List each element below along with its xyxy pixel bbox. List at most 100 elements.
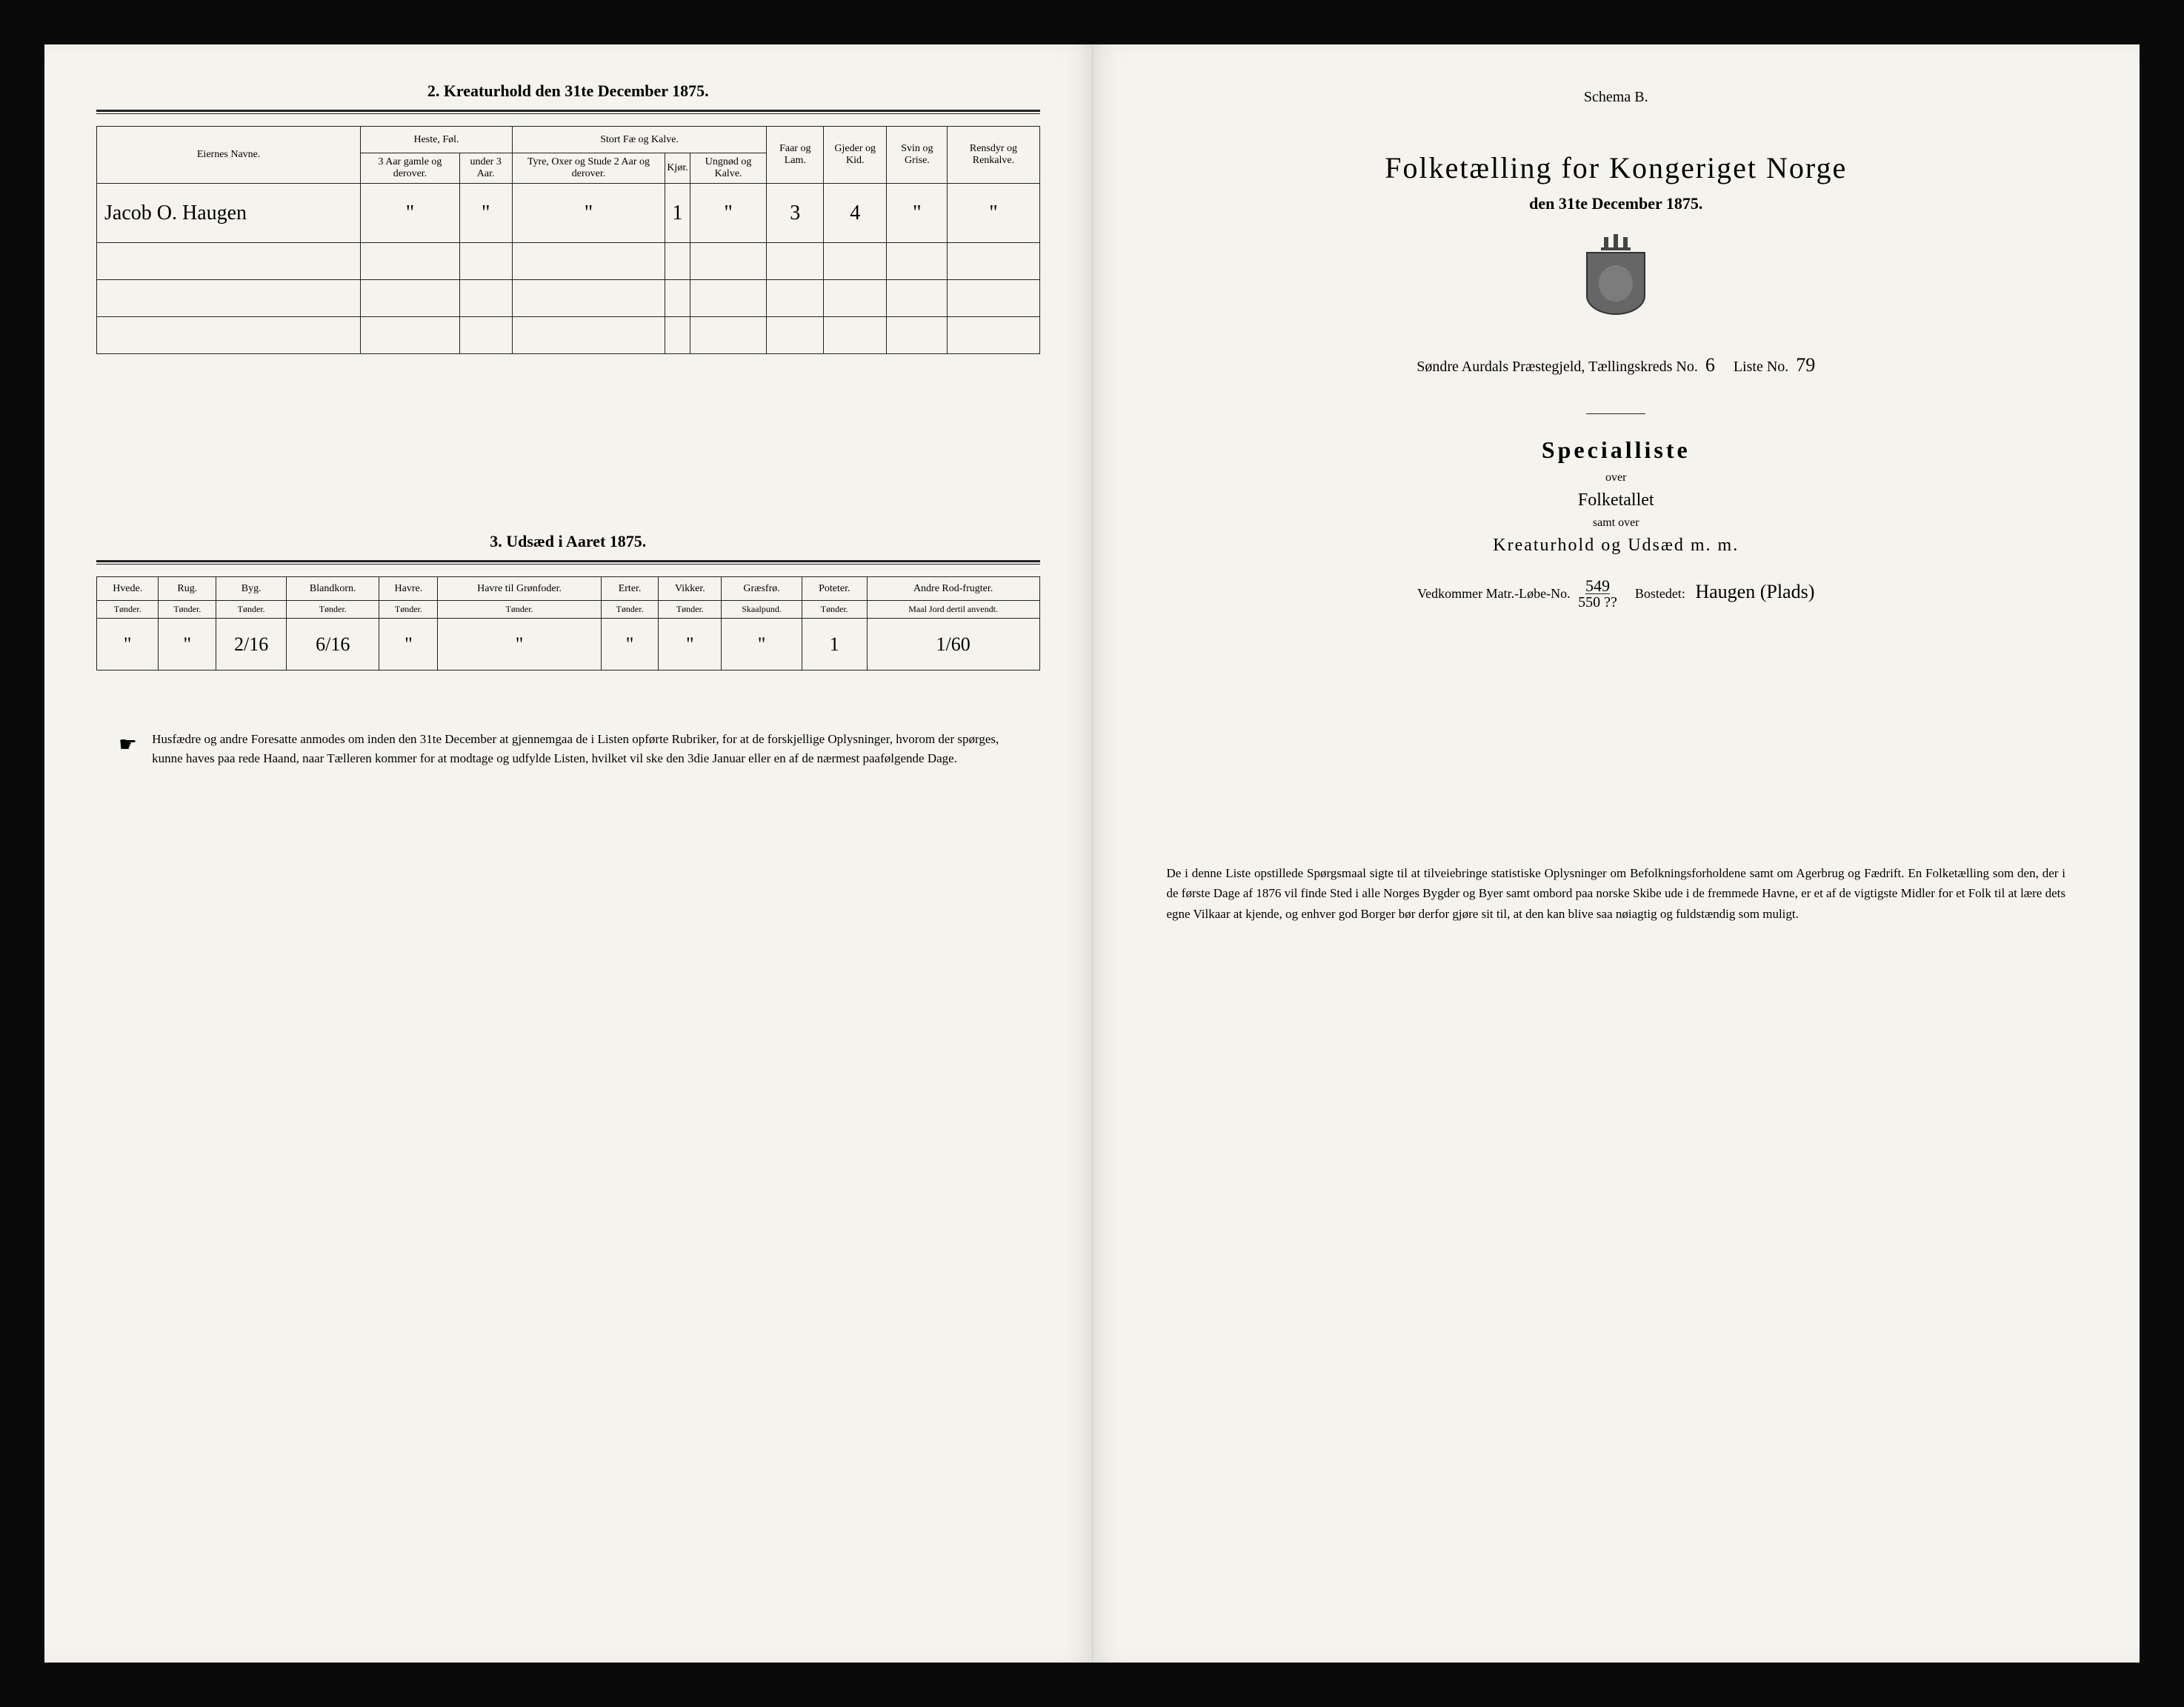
cell: " <box>438 619 601 671</box>
bosted-value: Haugen (Plads) <box>1695 581 1814 602</box>
cell: " <box>690 184 767 243</box>
footer-note: ☛ Husfædre og andre Foresatte anmodes om… <box>96 730 1040 768</box>
kreds-no: 6 <box>1705 354 1715 376</box>
rule <box>96 110 1040 114</box>
col-pigs: Svin og Grise. <box>887 127 948 184</box>
col-cattle-cows: Kjør. <box>665 153 690 184</box>
col-mixed: Blandkorn. <box>287 577 379 601</box>
cell: " <box>159 619 216 671</box>
col-cattle-bulls: Tyre, Oxer og Stude 2 Aar og derover. <box>512 153 665 184</box>
col-oats: Havre. <box>379 577 438 601</box>
col-potato: Poteter. <box>802 577 867 601</box>
cell: " <box>601 619 659 671</box>
col-other: Andre Rod-frugter. <box>867 577 1039 601</box>
unit: Skaalpund. <box>722 601 802 619</box>
rule <box>1586 413 1645 414</box>
left-page: 2. Kreaturhold den 31te December 1875. E… <box>44 44 1093 1663</box>
col-wheat: Hvede. <box>97 577 159 601</box>
col-goats: Gjeder og Kid. <box>824 127 887 184</box>
unit: Tønder. <box>438 601 601 619</box>
shield-icon <box>1586 252 1645 315</box>
col-sheep: Faar og Lam. <box>767 127 824 184</box>
special-title: Specialliste <box>1145 436 2088 464</box>
spacer <box>96 384 1040 532</box>
cell: " <box>512 184 665 243</box>
unit: Tønder. <box>601 601 659 619</box>
unit: Tønder. <box>659 601 722 619</box>
unit: Tønder. <box>216 601 287 619</box>
liste-label: Liste No. <box>1734 359 1788 375</box>
unit: Tønder. <box>159 601 216 619</box>
seed-table: Hvede. Rug. Byg. Blandkorn. Havre. Havre… <box>96 576 1040 671</box>
cell: " <box>948 184 1039 243</box>
kreatur-line: Kreaturhold og Udsæd m. m. <box>1145 536 2088 556</box>
cell: 1 <box>665 184 690 243</box>
unit: Tønder. <box>287 601 379 619</box>
col-cattle-group: Stort Fæ og Kalve. <box>512 127 767 153</box>
section3-title: 3. Udsæd i Aaret 1875. <box>96 532 1040 551</box>
footer-text: Husfædre og andre Foresatte anmodes om i… <box>152 730 1017 768</box>
sub-title: den 31te December 1875. <box>1145 194 2088 213</box>
cell: " <box>459 184 512 243</box>
scan-frame: 2. Kreaturhold den 31te December 1875. E… <box>0 0 2184 1707</box>
crown-icon <box>1601 236 1631 250</box>
col-grass: Græsfrø. <box>722 577 802 601</box>
unit: Tønder. <box>379 601 438 619</box>
liste-no: 79 <box>1796 354 1815 376</box>
table-row: Jacob O. Haugen " " " 1 " 3 4 " " <box>97 184 1040 243</box>
cell: 1 <box>802 619 867 671</box>
col-horse-old: 3 Aar gamle og derover. <box>361 153 459 184</box>
main-title: Folketælling for Kongeriget Norge <box>1145 150 2088 185</box>
table-header-row: Hvede. Rug. Byg. Blandkorn. Havre. Havre… <box>97 577 1040 601</box>
cell: " <box>361 184 459 243</box>
table-row <box>97 243 1040 280</box>
table-unit-row: Tønder. Tønder. Tønder. Tønder. Tønder. … <box>97 601 1040 619</box>
cell: " <box>722 619 802 671</box>
section2-title: 2. Kreaturhold den 31te December 1875. <box>96 81 1040 101</box>
unit: Maal Jord dertil anvendt. <box>867 601 1039 619</box>
cell: 6/16 <box>287 619 379 671</box>
table-row <box>97 280 1040 317</box>
unit: Tønder. <box>97 601 159 619</box>
cell: 3 <box>767 184 824 243</box>
table-row <box>97 317 1040 354</box>
cell: " <box>379 619 438 671</box>
cell-owner: Jacob O. Haugen <box>97 184 361 243</box>
matr-bottom: 550 ?? <box>1578 594 1617 610</box>
col-rye: Rug. <box>159 577 216 601</box>
col-barley: Byg. <box>216 577 287 601</box>
unit: Tønder. <box>802 601 867 619</box>
table-row: " " 2/16 6/16 " " " " " 1 1/60 <box>97 619 1040 671</box>
folketallet-label: Folketallet <box>1145 490 2088 510</box>
col-reindeer: Rensdyr og Renkalve. <box>948 127 1039 184</box>
coat-of-arms-icon <box>1582 236 1649 317</box>
cell: 4 <box>824 184 887 243</box>
pointing-hand-icon: ☛ <box>119 730 137 768</box>
book-spread: 2. Kreaturhold den 31te December 1875. E… <box>44 44 2140 1663</box>
region-line: Søndre Aurdals Præstegjeld, Tællingskred… <box>1145 354 2088 376</box>
col-horse-young: under 3 Aar. <box>459 153 512 184</box>
samt-over-label: samt over <box>1145 516 2088 530</box>
livestock-table: Eiernes Navne. Heste, Føl. Stort Fæ og K… <box>96 126 1040 354</box>
col-oats-green: Havre til Grønfoder. <box>438 577 601 601</box>
table-header-row: Eiernes Navne. Heste, Føl. Stort Fæ og K… <box>97 127 1040 153</box>
schema-label: Schema B. <box>1145 89 2088 106</box>
col-peas: Erter. <box>601 577 659 601</box>
col-cattle-young: Ungnød og Kalve. <box>690 153 767 184</box>
matr-label: Vedkommer Matr.-Løbe-No. <box>1417 586 1570 601</box>
matr-top: 549 <box>1585 579 1610 594</box>
over-label: over <box>1145 471 2088 485</box>
cell: " <box>659 619 722 671</box>
region-prefix: Søndre Aurdals Præstegjeld, Tællingskred… <box>1416 359 1698 375</box>
cell: 2/16 <box>216 619 287 671</box>
bosted-label: Bostedet: <box>1635 586 1685 601</box>
body-text: De i denne Liste opstillede Spørgsmaal s… <box>1145 863 2088 924</box>
matr-line: Vedkommer Matr.-Løbe-No. 549 550 ?? Bost… <box>1145 578 2088 611</box>
cell: " <box>97 619 159 671</box>
col-vetch: Vikker. <box>659 577 722 601</box>
cell: " <box>887 184 948 243</box>
col-horse-group: Heste, Føl. <box>361 127 512 153</box>
col-owner: Eiernes Navne. <box>97 127 361 184</box>
cell: 1/60 <box>867 619 1039 671</box>
rule <box>96 560 1040 565</box>
